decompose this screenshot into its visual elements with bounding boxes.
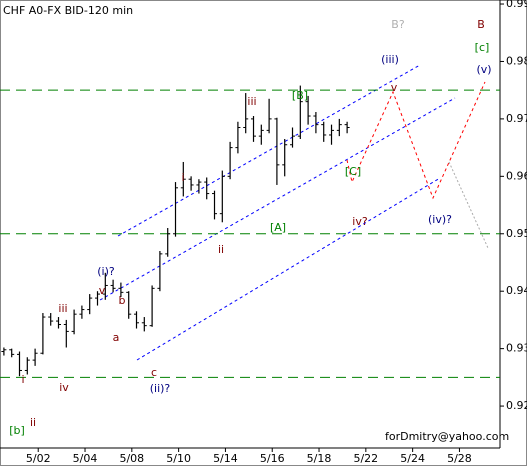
wave-label: ii <box>218 243 224 256</box>
wave-label: (iii) <box>381 53 399 66</box>
wave-label: (iv)? <box>428 213 452 226</box>
wave-label: [A] <box>270 221 286 234</box>
channel-upper <box>117 64 421 237</box>
wave-label: a <box>113 331 120 344</box>
wave-label: [c] <box>475 41 490 54</box>
wave-label: ii <box>30 416 36 429</box>
wave-label: c <box>151 366 157 379</box>
channel <box>99 64 456 361</box>
channel-lower <box>136 177 441 361</box>
wave-label: (v) <box>476 63 491 76</box>
wave-label: v <box>391 81 398 94</box>
wave-label: iv <box>59 381 69 394</box>
wave-label: iii <box>247 95 256 108</box>
y-tick-label: 0.94 <box>506 284 527 297</box>
x-tick-label: 5/28 <box>447 452 472 465</box>
y-tick-label: 0.99 <box>506 0 527 10</box>
x-tick-label: 5/04 <box>73 452 98 465</box>
x-tick-label: 5/10 <box>166 452 191 465</box>
x-tick-label: 5/22 <box>353 452 378 465</box>
wave-label: (ii)? <box>150 382 171 395</box>
wave-label: [B] <box>292 89 308 102</box>
channel-middle <box>99 97 456 301</box>
x-tick-label: 5/08 <box>119 452 144 465</box>
y-tick-label: 0.93 <box>506 342 527 355</box>
wave-label: B <box>477 18 485 31</box>
y-tick-label: 0.95 <box>506 227 527 240</box>
wave-label: iii <box>58 302 67 315</box>
wave-label: (i)? <box>97 265 115 278</box>
x-tick-label: 5/14 <box>213 452 238 465</box>
wave-label: i <box>21 373 24 386</box>
chart-title: CHF A0-FX BID-120 min <box>3 4 133 17</box>
wave-label: [b] <box>9 424 25 437</box>
wave-label: i <box>181 171 184 184</box>
y-tick-label: 0.98 <box>506 54 527 67</box>
y-tick-label: 0.92 <box>506 399 527 412</box>
wave-label: iv? <box>352 215 368 228</box>
y-tick-label: 0.96 <box>506 169 527 182</box>
x-tick-label: 5/24 <box>400 452 425 465</box>
x-tick-label: 5/02 <box>26 452 51 465</box>
wave-label: [C] <box>345 165 361 178</box>
wave-label: B? <box>391 18 405 31</box>
y-tick-label: 0.97 <box>506 112 527 125</box>
wave-label: v <box>99 284 106 297</box>
wave-label: b <box>119 294 126 307</box>
x-tick-label: 5/16 <box>260 452 285 465</box>
projection-main <box>346 81 486 200</box>
x-tick-label: 5/18 <box>307 452 332 465</box>
credit: forDmitry@yahoo.com <box>385 430 509 443</box>
